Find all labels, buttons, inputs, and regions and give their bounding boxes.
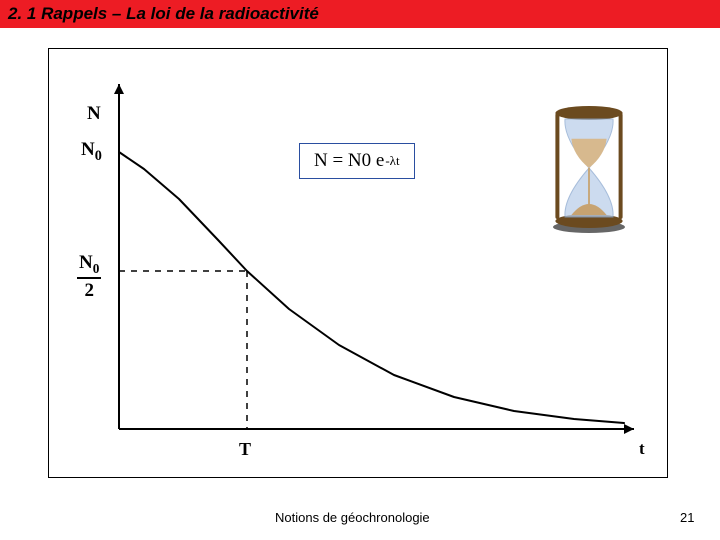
footer-caption: Notions de géochronologie xyxy=(275,510,430,525)
hourglass-icon xyxy=(549,103,629,233)
axis-label-N0-half: N0 2 xyxy=(77,253,101,302)
chart-frame: N N0 N0 2 T t N = N0 e-λt xyxy=(48,48,668,478)
page-number: 21 xyxy=(680,510,694,525)
formula-exponent: -λt xyxy=(385,153,399,169)
axis-label-N: N xyxy=(87,103,101,125)
axis-label-t: t xyxy=(639,439,645,459)
axis-label-N0: N0 xyxy=(81,139,102,165)
hourglass-svg xyxy=(549,103,629,233)
formula-main: N = N0 e xyxy=(314,150,384,172)
axis-label-T: T xyxy=(239,439,251,460)
decay-formula-box: N = N0 e-λt xyxy=(299,143,415,179)
slide-header: 2. 1 Rappels – La loi de la radioactivit… xyxy=(0,0,720,28)
slide-title: 2. 1 Rappels – La loi de la radioactivit… xyxy=(8,4,319,24)
